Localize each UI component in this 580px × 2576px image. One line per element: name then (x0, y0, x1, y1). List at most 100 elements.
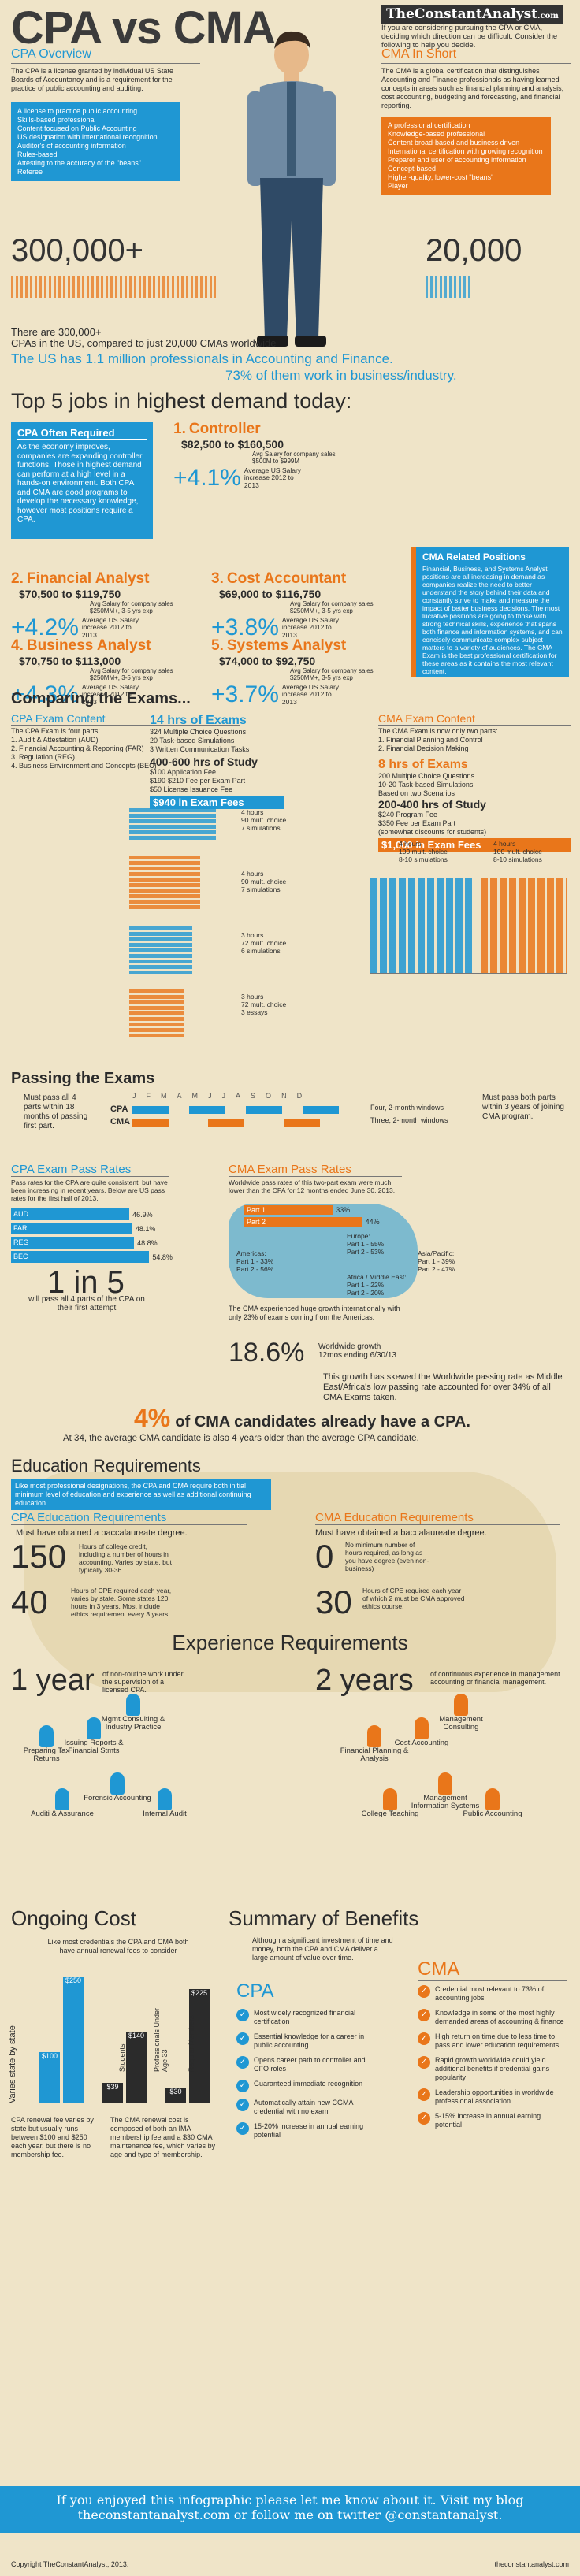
overview-point: Knowledge-based professional (388, 130, 485, 138)
cma-rate-bar: Part 1 (244, 1205, 333, 1215)
man-figure-icon (247, 31, 336, 347)
region-name: Europe: (347, 1232, 370, 1240)
cma-windows-note: Three, 2-month windows (370, 1116, 448, 1124)
overview-point: Content broad-based and business driven (388, 139, 520, 147)
summary-cpa-list: ✓ Most widely recognized financial certif… (236, 2009, 378, 2146)
person-icon (110, 1772, 125, 1795)
check-icon: ✓ (236, 2056, 249, 2069)
cost-value: $30 (169, 2087, 182, 2095)
cpa-part-label: 3 hours 72 mult. choice 6 simulations (241, 931, 287, 955)
cpa-points-box: A license to practice public accounting S… (11, 102, 180, 181)
stat-business: 73% of them work in business/industry. (225, 368, 457, 383)
cma-count: 20,000 (426, 233, 522, 268)
job-card: 1. Controller $82,500 to $160,500 Avg Salar… (173, 421, 370, 492)
job-title: 4. Business Analyst (11, 637, 208, 655)
footer-site[interactable]: theconstantanalyst.com (494, 2560, 569, 2568)
exam-detail-line: The CPA Exam is four parts: (11, 727, 100, 735)
experience-title: Experience Requirements (172, 1631, 408, 1654)
cpa-cost-note: CPA renewal fee varies by state but usua… (11, 2116, 94, 2158)
experience-item: Financial Planning & Analysis (339, 1725, 410, 1763)
experience-item: Management Information Systems (410, 1772, 481, 1810)
experience-item-label: Forensic Accounting (84, 1794, 151, 1802)
cost-chart: $100 $250 $39 $140 $30 $225 (32, 1969, 213, 2103)
cma-rate-label: Part 1 (247, 1206, 266, 1214)
summary-item: ✓ Essential knowledge for a career in pub… (236, 2032, 378, 2050)
cpa-edu-n1-text: Hours of college credit, including a num… (79, 1542, 172, 1574)
age-text: At 34, the average CMA candidate is also… (63, 1434, 419, 1443)
experience-item: College Teaching (355, 1788, 426, 1818)
check-icon: ✓ (418, 2032, 430, 2045)
job-range: $82,500 to $160,500 (181, 438, 284, 451)
exam-detail-line: 4. Business Environment and Concepts (BE… (11, 762, 157, 770)
cma-edu-degree: Must have obtained a baccalaureate degre… (315, 1528, 487, 1538)
job-note: Avg Salary for company sales $500M to $9… (252, 451, 336, 465)
already-cpa-percent: 4% (134, 1404, 171, 1432)
region-part1: Part 1 - 33% (236, 1257, 274, 1265)
job-name: Financial Analyst (26, 570, 150, 587)
cost-column-label: Regular Members (188, 2015, 195, 2072)
cma-fees-detail: $240 Program Fee $350 Fee per Exam Part (s… (378, 811, 571, 837)
summary-item: ✓ 5-15% increase in annual earning potent… (418, 2112, 567, 2129)
cost-bar: $30 (165, 2087, 186, 2103)
summary-item-text: Most widely recognized financial certifi… (254, 2009, 356, 2025)
month-label: S (251, 1092, 256, 1100)
job-card: 5. Systems Analyst $74,000 to $92,750 Avg S… (211, 637, 408, 708)
footer-line-2[interactable]: theconstantanalyst.com or follow me on t… (77, 2507, 503, 2522)
summary-cma-list: ✓ Credential most relevant to 73% of acco… (418, 1985, 567, 2136)
footer-line-1: If you enjoyed this infographic please l… (56, 2492, 524, 2507)
cost-summary-section: Ongoing Cost Like most credentials the C… (0, 1906, 580, 2533)
cma-points-box: A professional certification Knowledge-ba… (381, 117, 551, 195)
cma-rate-row: Part 1 33% (244, 1205, 402, 1215)
cost-title: Ongoing Cost (11, 1906, 136, 1930)
footer-banner: If you enjoyed this infographic please l… (0, 2486, 580, 2533)
people-grid-cma (426, 276, 473, 298)
cost-value: $140 (128, 2032, 145, 2040)
cpa-rate-row: BEC 54.8% (11, 1251, 177, 1263)
summary-item: ✓ Rapid growth worldwide could yield addi… (418, 2056, 567, 2082)
cpa-rate-bar: REG (11, 1237, 135, 1249)
job-pct-row: +3.8% Average US Salary increase 2012 to … (211, 614, 408, 641)
exam-detail-line: $240 Program Fee (378, 811, 438, 818)
cost-value: $39 (106, 2083, 119, 2092)
overview-point: Content focused on Public Accounting (17, 124, 137, 132)
people-grid (11, 276, 216, 298)
exam-detail-line: (somewhat discounts for students) (378, 828, 487, 836)
region-name: Africa / Middle East: (347, 1273, 407, 1281)
cma-points-list: A professional certification Knowledge-ba… (388, 121, 545, 191)
exam-detail-line: 2. Financial Decision Making (378, 744, 469, 752)
check-icon: ✓ (418, 2112, 430, 2125)
cma-related-text: Financial, Business, and Systems Analyst… (422, 565, 563, 675)
cpa-rate-row: AUD 46.9% (11, 1208, 177, 1220)
person-icon (158, 1788, 172, 1810)
person-icon (55, 1788, 69, 1810)
cma-pass-rule: Must pass both parts within 3 years of j… (482, 1093, 564, 1121)
overview-point: Skills-based professional (17, 116, 96, 124)
job-pct-note: Average US Salary increase 2012 to 2013 (281, 682, 340, 706)
cpa-rate-value: 48.8% (137, 1238, 158, 1247)
cma-pass-rates-note: Worldwide pass rates of this two-part ex… (229, 1179, 396, 1194)
cma-edu-n2-text: Hours of CPE required each year of which… (362, 1587, 465, 1610)
region-part1: Part 1 - 55% (347, 1240, 385, 1248)
job-range: $70,500 to $119,750 (19, 588, 121, 600)
job-name: Cost Accountant (226, 570, 347, 587)
job-note: Avg Salary for company sales $250MM+, 3-… (290, 667, 374, 681)
cpa-rate-value: 46.9% (132, 1210, 153, 1219)
person-icon (39, 1725, 54, 1747)
exam-detail-line: $350 Fee per Exam Part (378, 819, 456, 827)
cma-cost-note: The CMA renewal cost is composed of both… (110, 2116, 216, 2158)
cost-value: $250 (65, 1977, 82, 1984)
job-pct-row: +4.3% Average US Salary increase 2012 to … (11, 681, 208, 708)
check-icon: ✓ (418, 2088, 430, 2101)
cpa-row-label: CPA (110, 1104, 128, 1114)
intro-text: If you are considering pursuing the CPA … (381, 24, 558, 50)
cpa-rate-label: FAR (13, 1224, 28, 1232)
job-number: 1. (173, 421, 186, 437)
counts-caption-2: CPAs in the US, compared to just 20,000 … (11, 337, 277, 349)
page-title: CPA vs CMA (11, 2, 276, 54)
month-label: A (177, 1092, 182, 1100)
month-label: F (146, 1092, 151, 1100)
job-pct-note: Average US Salary increase 2012 to 2013 (81, 682, 139, 706)
job-note: Avg Salary for company sales $250MM+, 3-… (290, 600, 374, 614)
summary-intro: Although a significant investment of tim… (252, 1936, 393, 1962)
person-icon (126, 1694, 140, 1716)
